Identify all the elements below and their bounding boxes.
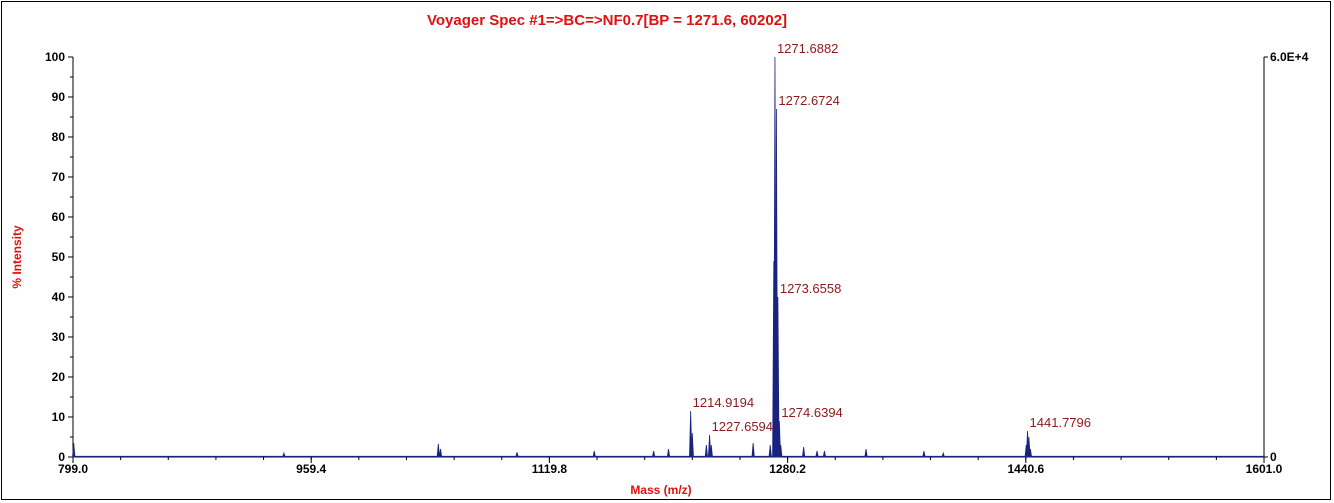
spectrum-peak [72,442,76,458]
spectrum-peak [666,448,671,458]
spectrum-peak [864,448,868,458]
spectrum-peak [515,452,519,458]
spectrum-peak [282,451,286,458]
right-axis-max-label: 6.0E+4 [1270,50,1309,64]
y-tick-label: 70 [52,170,66,184]
spectrum-peak [436,443,440,458]
peak-label: 1271.6882 [777,41,838,56]
spectrum-peak [438,448,443,458]
x-tick-label: 1440.6 [1007,462,1044,476]
x-tick-label: 1280.2 [769,462,806,476]
y-tick-label: 50 [52,250,66,264]
peak-label: 1227.6594 [712,419,773,434]
spectrum-series [72,56,1264,458]
spectrum-peak [815,450,819,458]
right-axis-zero-label: 0 [1270,450,1277,464]
y-tick-label: 80 [52,130,66,144]
spectrum-peak [592,450,596,458]
spectrum-peak [1028,448,1033,458]
peak-label: 1272.6724 [778,93,839,108]
spectrum-peak [690,432,694,458]
tick-marks: 0 10 20 30 40 50 60 70 80 90 100 799.0 959.4 1119.8 12… [45,50,1283,476]
y-tick-label: 100 [45,50,65,64]
spectrum-peak [922,450,926,458]
x-tick-label: 1601.0 [1246,462,1283,476]
peak-label: 1214.9194 [693,395,754,410]
spectrum-peak [707,434,712,458]
x-axis-label: Mass (m/z) [630,483,691,497]
spectrum-peak [709,444,713,458]
spectrum-peak [651,450,656,458]
spectrum-peak [822,450,827,458]
y-tick-label: 90 [52,90,66,104]
peak-annotations: 1271.6882 1272.6724 1273.6558 1274.6394 1214… [693,41,1091,434]
spectrum-peak [704,444,709,458]
y-tick-label: 0 [58,450,65,464]
x-tick-label: 1119.8 [532,462,568,476]
peak-label: 1441.7796 [1030,415,1091,430]
y-tick-label: 30 [52,330,66,344]
chart-title: Voyager Spec #1=>BC=>NF0.7[BP = 1271.6, … [427,12,787,29]
y-tick-label: 40 [52,290,66,304]
x-tick-label: 959.4 [296,462,326,476]
spectrum-peak [768,444,772,458]
spectrum-peak [801,446,806,458]
axes [72,57,1265,458]
peak-label: 1273.6558 [780,281,841,296]
y-axis-label: % Intensity [10,225,24,289]
spectrum-peak [941,451,945,458]
peak-label: 1274.6394 [781,405,842,420]
y-tick-label: 20 [52,370,66,384]
spectrum-peak [779,444,783,458]
spectrum-peak [751,442,755,458]
y-tick-label: 10 [52,410,66,424]
y-tick-label: 60 [52,210,66,224]
x-tick-label: 799.0 [58,462,88,476]
